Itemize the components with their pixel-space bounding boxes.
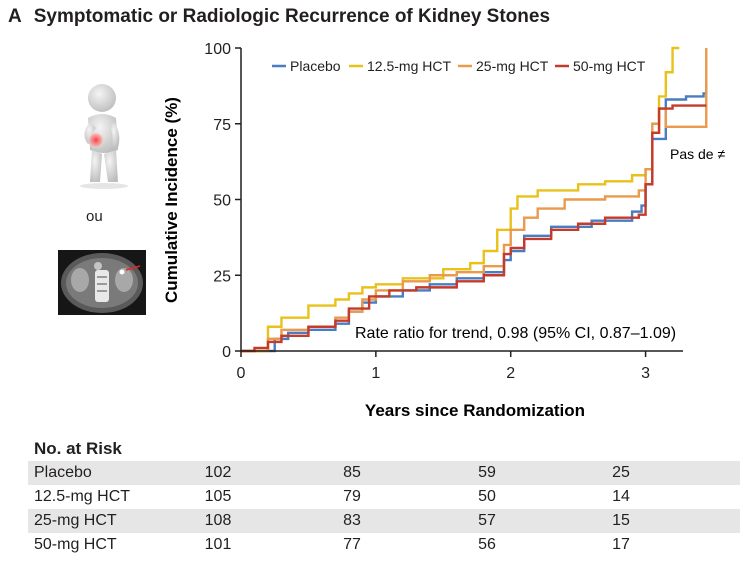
y-axis-label: Cumulative Incidence (%) — [162, 97, 181, 303]
patient-pain-illustration — [80, 84, 128, 189]
risk-cell: 50 — [478, 488, 496, 505]
risk-cell: 102 — [204, 464, 232, 481]
risk-cell: 77 — [343, 536, 361, 553]
risk-row-name: Placebo — [34, 464, 92, 481]
risk-table: No. at Risk Placebo 102 85 59 25 12.5-mg HCT 1… — [28, 436, 740, 557]
risk-cell: 85 — [343, 464, 361, 481]
panel-letter: A — [8, 6, 22, 27]
y-tick-label-0: 0 — [222, 344, 231, 361]
x-axis-label: Years since Randomization — [365, 401, 585, 420]
legend-label-3: 50-mg HCT — [573, 58, 646, 74]
legend-label-0: Placebo — [290, 58, 341, 74]
plot-area — [241, 46, 708, 353]
risk-table-rows: Placebo 102 85 59 25 12.5-mg HCT 105 79 50 14 25-m… — [28, 461, 740, 557]
risk-cell: 14 — [612, 488, 630, 505]
legend-label-1: 12.5-mg HCT — [367, 58, 451, 74]
risk-cell: 57 — [478, 512, 496, 529]
risk-table-header: No. at Risk — [34, 439, 122, 458]
x-tick-label-2: 2 — [506, 365, 515, 382]
risk-cell: 108 — [204, 512, 232, 529]
risk-cell: 105 — [204, 488, 232, 505]
risk-row-name: 50-mg HCT — [34, 536, 117, 553]
kaplan-meier-chart: 0 25 50 75 100 0 1 2 3 Placebo 12.5-mg HCT 25-mg H… — [162, 41, 725, 420]
series-line-3 — [241, 104, 707, 353]
x-tick-label-0: 0 — [237, 365, 246, 382]
y-tick-label-75: 75 — [213, 117, 231, 134]
risk-cell: 79 — [343, 488, 361, 505]
risk-cell: 56 — [478, 536, 496, 553]
risk-cell: 101 — [204, 536, 232, 553]
risk-cell: 17 — [612, 536, 630, 553]
risk-row: 12.5-mg HCT 105 79 50 14 — [28, 485, 740, 509]
y-tick-label-50: 50 — [213, 193, 231, 210]
rate-ratio-annotation: Rate ratio for trend, 0.98 (95% CI, 0.87… — [355, 325, 676, 342]
axes: 0 25 50 75 100 0 1 2 3 — [204, 41, 683, 382]
legend: Placebo 12.5-mg HCT 25-mg HCT 50-mg HCT — [272, 58, 646, 74]
or-label: ou — [86, 208, 103, 225]
risk-cell: 25 — [612, 464, 630, 481]
risk-cell: 59 — [478, 464, 496, 481]
y-tick-label-25: 25 — [213, 268, 231, 285]
series-line-0 — [241, 81, 708, 353]
y-tick-label-100: 100 — [204, 41, 231, 58]
risk-cell: 15 — [612, 512, 630, 529]
risk-row: 50-mg HCT 101 77 56 17 — [28, 533, 740, 557]
risk-row-name: 25-mg HCT — [34, 512, 117, 529]
risk-row-name: 12.5-mg HCT — [34, 488, 131, 505]
x-tick-label-1: 1 — [371, 365, 380, 382]
risk-row: 25-mg HCT 108 83 57 15 — [28, 509, 740, 533]
no-difference-annotation: Pas de ≠ — [670, 146, 725, 162]
risk-cell: 83 — [343, 512, 361, 529]
series-line-1 — [241, 46, 680, 353]
legend-label-2: 25-mg HCT — [476, 58, 549, 74]
panel-title: A Symptomatic or Radiologic Recurrence of… — [8, 6, 550, 28]
x-tick-label-3: 3 — [641, 365, 650, 382]
chart-title: Symptomatic or Radiologic Recurrence of … — [33, 6, 551, 27]
ct-scan-thumbnail — [58, 250, 146, 315]
risk-row: Placebo 102 85 59 25 — [28, 461, 740, 485]
